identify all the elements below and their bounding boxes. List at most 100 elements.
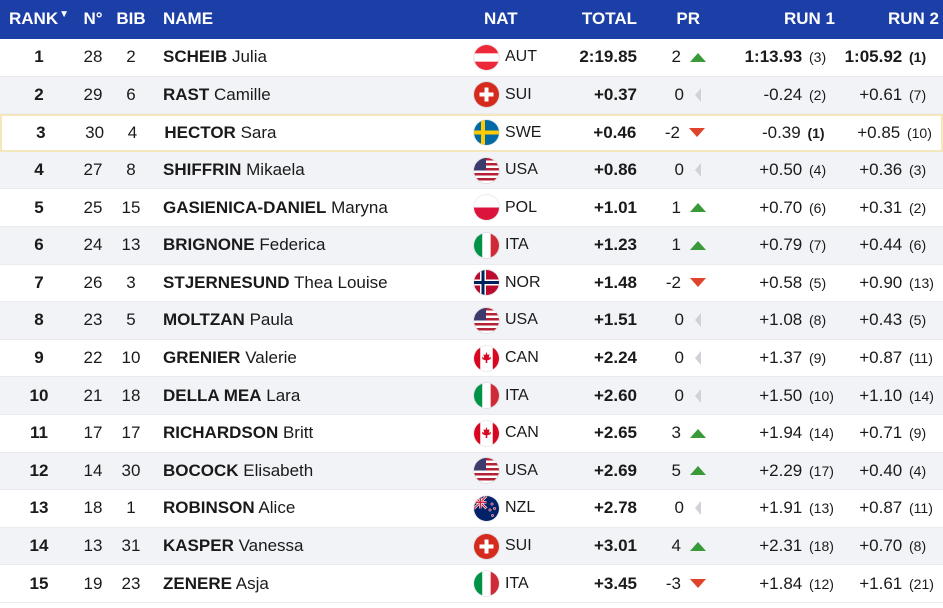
total-time-cell: +0.46 <box>593 122 637 142</box>
athlete-name-cell[interactable]: BRIGNONE Federica <box>154 235 474 255</box>
nation-code: USA <box>505 311 538 329</box>
table-row[interactable]: 2 29 6 RAST Camille SUI +0.37 0 -0.24 (2) +0.61 … <box>0 76 943 115</box>
position-change-cell: 5 <box>637 461 724 481</box>
run2-time: +0.40 <box>859 460 903 480</box>
run2-cell: +0.43 (5) <box>839 310 943 330</box>
table-row[interactable]: 11 17 17 RICHARDSON Britt CAN +2.65 3 +1.94 (14… <box>0 415 943 453</box>
run1-cell: -0.39 (1) <box>723 123 838 143</box>
athlete-last-name: MOLTZAN <box>163 310 245 330</box>
total-time-cell: +0.86 <box>593 160 637 180</box>
flag-sui-icon <box>474 533 499 559</box>
athlete-name-cell[interactable]: DELLA MEA Lara <box>154 386 474 406</box>
run2-rank: (3) <box>909 162 927 179</box>
position-change-value: 0 <box>674 385 684 405</box>
table-row[interactable]: 15 19 23 ZENERE Asja ITA +3.45 -3 +1.84 (12) +1.… <box>0 565 943 603</box>
nat-column-header[interactable]: NAT <box>484 8 518 28</box>
rank-cell: 7 <box>34 272 44 292</box>
nation-cell: CAN <box>474 420 579 446</box>
athlete-name-cell[interactable]: RAST Camille <box>154 85 474 105</box>
run1-cell: 1:13.93 (3) <box>724 47 839 67</box>
total-column-header[interactable]: TOTAL <box>581 8 637 28</box>
pr-column-header[interactable]: PR <box>676 8 700 28</box>
bib-cell: 6 <box>126 84 136 104</box>
rank-cell: 8 <box>34 310 44 330</box>
athlete-last-name: STJERNESUND <box>163 272 290 292</box>
run2-rank: (11) <box>909 500 933 517</box>
table-row[interactable]: 14 13 31 KASPER Vanessa SUI +3.01 4 +2.31 (18) +… <box>0 527 943 566</box>
table-row[interactable]: 4 27 8 SHIFFRIN Mikaela USA +0.86 0 +0.50 (4) +0… <box>0 151 943 190</box>
position-change-cell: -2 <box>636 123 723 143</box>
rank-cell: 14 <box>29 536 49 556</box>
caret-down-icon[interactable]: ▼ <box>59 8 69 20</box>
bib-cell: 10 <box>121 348 141 368</box>
run1-cell: +0.58 (5) <box>724 273 839 293</box>
athlete-name-cell[interactable]: GRENIER Valerie <box>154 348 474 368</box>
run2-rank: (21) <box>909 575 934 592</box>
position-change-cell: 3 <box>637 423 724 443</box>
triangle-up-icon <box>690 541 706 551</box>
athlete-name-cell[interactable]: ZENERE Asja <box>154 574 474 594</box>
athlete-last-name: GASIENICA-DANIEL <box>163 197 327 217</box>
run2-rank: (9) <box>909 425 927 442</box>
nation-code: AUT <box>505 48 537 66</box>
athlete-name-cell[interactable]: RICHARDSON Britt <box>154 423 474 443</box>
position-change-value: 1 <box>671 235 681 255</box>
run1-column-header[interactable]: RUN 1 <box>783 8 835 28</box>
athlete-name-cell[interactable]: ROBINSON Alice <box>154 498 474 518</box>
athlete-name-cell[interactable]: BOCOCK Elisabeth <box>154 461 474 481</box>
position-change-value: -3 <box>665 573 681 593</box>
table-header: RANK▼ N° BIB NAME NAT TOTAL PR RUN 1 RUN… <box>0 0 943 39</box>
run2-column-header[interactable]: RUN 2 <box>887 8 939 28</box>
table-row[interactable]: 1 28 2 SCHEIB Julia AUT 2:19.85 2 1:13.93 (3) 1:… <box>0 39 943 77</box>
athlete-name-cell[interactable]: STJERNESUND Thea Louise <box>154 273 474 293</box>
nation-code: SWE <box>505 123 542 141</box>
table-row[interactable]: 10 21 18 DELLA MEA Lara ITA +2.60 0 +1.50 (10) +… <box>0 377 943 415</box>
table-row[interactable]: 12 14 30 BOCOCK Elisabeth USA +2.69 5 +2.29 (17… <box>0 452 943 491</box>
rank-cell: 11 <box>30 423 48 443</box>
athlete-name-cell[interactable]: KASPER Vanessa <box>154 536 474 556</box>
run1-rank: (14) <box>809 425 834 442</box>
athlete-last-name: DELLA MEA <box>163 385 262 405</box>
run2-time: +0.44 <box>859 235 903 255</box>
position-change-cell: 0 <box>637 85 724 105</box>
table-row[interactable]: 9 22 10 GRENIER Valerie CAN +2.24 0 +1.37 (9) +0… <box>0 340 943 378</box>
athlete-last-name: ROBINSON <box>163 498 255 518</box>
run1-rank: (3) <box>809 49 827 66</box>
name-column-header[interactable]: NAME <box>163 8 214 28</box>
athlete-name-cell[interactable]: SHIFFRIN Mikaela <box>154 160 474 180</box>
triangle-left-icon <box>695 351 701 366</box>
table-row[interactable]: 13 18 1 ROBINSON Alice NZL +2.78 0 +1.91 (13) +0… <box>0 490 943 528</box>
athlete-name-cell[interactable]: SCHEIB Julia <box>154 47 474 67</box>
table-row[interactable]: 8 23 5 MOLTZAN Paula USA +1.51 0 +1.08 (8) +0.43… <box>0 302 943 340</box>
athlete-name-cell[interactable]: GASIENICA-DANIEL Maryna <box>154 198 474 218</box>
number-column-header[interactable]: N° <box>83 8 103 28</box>
run1-rank: (2) <box>809 86 827 103</box>
run1-cell: +1.37 (9) <box>724 348 839 368</box>
athlete-last-name: KASPER <box>163 536 234 556</box>
position-change-value: 0 <box>674 348 684 368</box>
bib-column-header[interactable]: BIB <box>116 8 146 28</box>
rank-column-header[interactable]: RANK▼ <box>0 9 78 29</box>
run1-rank: (6) <box>809 199 827 216</box>
run2-rank: (1) <box>909 49 927 66</box>
position-change-value: -2 <box>664 122 680 142</box>
position-change-cell: 0 <box>637 348 724 368</box>
flag-can-icon <box>474 420 499 446</box>
run2-time: +0.36 <box>859 160 903 180</box>
run2-time: +1.10 <box>859 385 903 405</box>
athlete-first-name: Camille <box>214 84 271 104</box>
athlete-first-name: Mikaela <box>246 160 305 180</box>
number-cell: 19 <box>83 573 103 593</box>
athlete-name-cell[interactable]: HECTOR Sara <box>155 123 474 143</box>
run1-rank: (12) <box>809 575 834 592</box>
table-row[interactable]: 5 25 15 GASIENICA-DANIEL Maryna POL +1.01 1 +0.… <box>0 189 943 227</box>
nation-code: USA <box>505 161 538 179</box>
table-row[interactable]: 7 26 3 STJERNESUND Thea Louise NOR +1.48 -2 +0.… <box>0 265 943 303</box>
run1-rank: (8) <box>809 312 827 329</box>
table-row[interactable]: 6 24 13 BRIGNONE Federica ITA +1.23 1 +0.79 (7)… <box>0 226 943 265</box>
table-row[interactable]: 3 30 4 HECTOR Sara SWE +0.46 -2 -0.39 (1) +0.85 … <box>0 114 943 152</box>
athlete-name-cell[interactable]: MOLTZAN Paula <box>154 310 474 330</box>
flag-usa-icon <box>474 458 499 484</box>
total-time-cell: +2.65 <box>593 423 637 443</box>
run1-rank: (5) <box>809 274 827 291</box>
